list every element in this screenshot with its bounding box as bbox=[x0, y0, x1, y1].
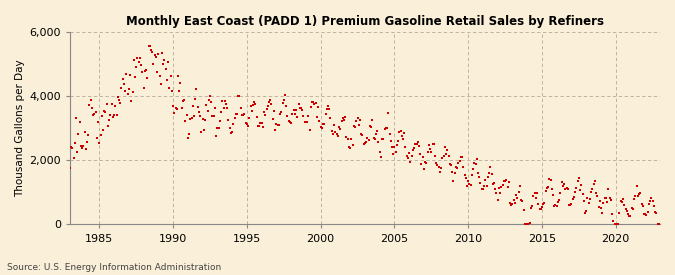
Title: Monthly East Coast (PADD 1) Premium Gasoline Retail Sales by Refiners: Monthly East Coast (PADD 1) Premium Gaso… bbox=[126, 15, 604, 28]
Text: Source: U.S. Energy Information Administration: Source: U.S. Energy Information Administ… bbox=[7, 263, 221, 272]
Y-axis label: Thousand Gallons per Day: Thousand Gallons per Day bbox=[15, 59, 25, 197]
